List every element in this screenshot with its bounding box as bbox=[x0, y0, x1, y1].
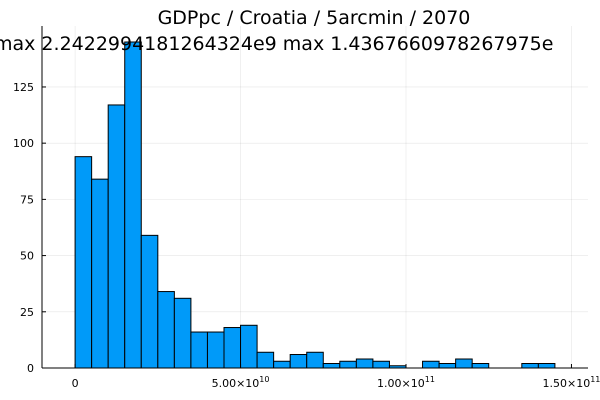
histogram-bar bbox=[157, 291, 175, 369]
histogram-bar bbox=[140, 234, 159, 369]
x-tick-exponent: 11 bbox=[425, 375, 435, 384]
bars bbox=[74, 41, 556, 369]
histogram-bar bbox=[190, 331, 208, 369]
x-tick-label: 1.50×1011 bbox=[543, 375, 600, 390]
histogram-bar bbox=[372, 360, 390, 369]
y-tick-label: 75 bbox=[20, 193, 34, 206]
y-tick-label: 100 bbox=[13, 137, 34, 150]
y-tick-label: 0 bbox=[27, 362, 34, 375]
histogram-bar bbox=[124, 41, 142, 369]
histogram-bar bbox=[306, 351, 324, 369]
chart-subtitle: max 2.2422994181264324e9 max 1.436766097… bbox=[0, 33, 553, 55]
x-ticks: 0 5.00×1010 1.00×1011 1.50×1011 bbox=[72, 364, 600, 390]
x-tick-label: 0 bbox=[72, 377, 79, 390]
x-tick-exponent: 11 bbox=[590, 375, 600, 384]
histogram-bar bbox=[107, 104, 126, 369]
histogram-bar bbox=[438, 363, 457, 369]
histogram-bar bbox=[289, 354, 308, 369]
y-ticks: 0 25 50 75 100 125 bbox=[13, 81, 46, 375]
y-tick-label: 50 bbox=[20, 250, 34, 263]
y-tick-label: 125 bbox=[13, 81, 34, 94]
histogram-bar bbox=[173, 297, 192, 369]
chart-title: GDPpc / Croatia / 5arcmin / 2070 bbox=[158, 7, 471, 29]
histogram-bar bbox=[91, 178, 109, 369]
histogram-bar bbox=[240, 324, 258, 369]
histogram-bar bbox=[471, 363, 490, 369]
histogram-bar bbox=[339, 360, 357, 369]
histogram-bar bbox=[422, 360, 440, 369]
histogram-bar bbox=[206, 331, 225, 369]
histogram-bar bbox=[521, 363, 539, 369]
histogram-bar bbox=[74, 156, 93, 369]
axes bbox=[41, 26, 588, 369]
histogram-bar bbox=[256, 351, 275, 369]
histogram-bar bbox=[273, 360, 291, 369]
histogram-bar bbox=[223, 327, 242, 369]
histogram-bar bbox=[355, 358, 374, 369]
histogram-bar bbox=[455, 358, 473, 369]
x-tick-exponent: 10 bbox=[259, 375, 269, 384]
histogram-bar bbox=[322, 363, 341, 369]
x-tick-label: 1.00×1011 bbox=[377, 375, 435, 390]
histogram-bar bbox=[537, 363, 556, 369]
x-tick-label: 5.00×1010 bbox=[212, 375, 270, 390]
y-tick-label: 25 bbox=[20, 306, 34, 319]
